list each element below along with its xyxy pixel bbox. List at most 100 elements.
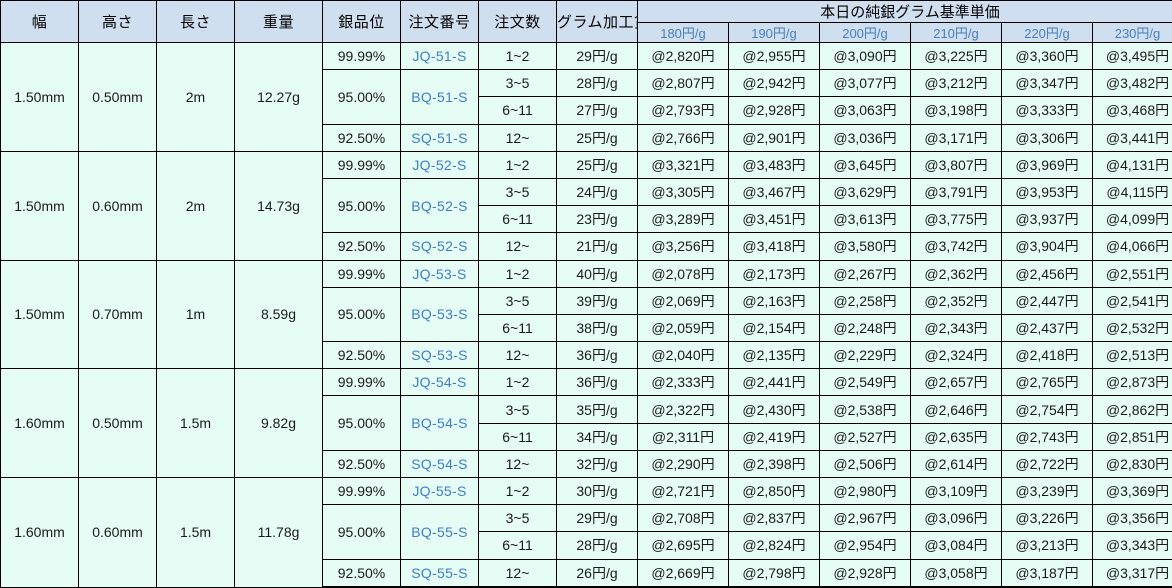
header-height: 高さ: [78, 0, 157, 43]
cell-order-quantity: 3~5: [478, 177, 557, 207]
cell-price: @3,441円: [1092, 123, 1172, 152]
cell-price: @2,267円: [819, 259, 911, 288]
cell-order-quantity: 1~2: [478, 476, 557, 506]
table-row: 6~11 23円/g @3,289円 @3,451円 @3,613円 @3,775円 @3,…: [1, 205, 1172, 234]
cell-width: 1.50mm: [0, 150, 79, 261]
cell-price: @3,953円: [1001, 177, 1093, 207]
cell-price: @2,669円: [637, 558, 729, 588]
cell-price: @2,721円: [637, 476, 729, 506]
cell-order-quantity: 1~2: [478, 259, 557, 288]
cell-price: @3,791円: [910, 177, 1002, 207]
cell-height: 0.50mm: [78, 42, 157, 152]
cell-order-number: SQ-55-S: [400, 558, 479, 588]
cell-price: @4,115円: [1092, 177, 1172, 207]
cell-gram-fee: 24円/g: [556, 177, 638, 207]
cell-price: @2,040円: [637, 341, 729, 370]
table-row: 95.00% BQ-53-S 3~5 39円/g @2,069円 @2,163円 @2,25…: [1, 286, 1172, 343]
header-rate-190: 190円/g: [728, 22, 820, 43]
cell-order-number: JQ-55-S: [400, 476, 479, 506]
cell-price: @2,635円: [910, 422, 1002, 451]
cell-length: 1m: [156, 259, 235, 370]
cell-gram-fee: 26円/g: [556, 558, 638, 588]
cell-price: @3,807円: [910, 150, 1002, 179]
cell-gram-fee: 28円/g: [556, 531, 638, 560]
header-rate-210: 210円/g: [910, 22, 1002, 43]
table-row: 6~11 34円/g @2,311円 @2,419円 @2,527円 @2,635円 @2,…: [1, 422, 1172, 451]
cell-purity: 99.99%: [322, 259, 401, 288]
cell-gram-fee: 34円/g: [556, 422, 638, 451]
cell-price: @3,904円: [1001, 232, 1093, 261]
cell-price: @2,513円: [1092, 341, 1172, 370]
cell-price: @2,258円: [819, 286, 911, 315]
cell-price: @2,862円: [1092, 395, 1172, 424]
cell-order-quantity: 6~11: [478, 205, 557, 234]
cell-price: @2,324円: [910, 341, 1002, 370]
cell-price: @2,708円: [637, 504, 729, 533]
cell-price: @2,743円: [1001, 422, 1093, 451]
cell-price: @2,820円: [637, 41, 729, 71]
cell-price: @3,109円: [910, 476, 1002, 506]
cell-price: @3,369円: [1092, 476, 1172, 506]
cell-length: 1.5m: [156, 477, 235, 588]
cell-price: @2,398円: [728, 449, 820, 479]
cell-price: @3,775円: [910, 205, 1002, 234]
cell-price: @2,248円: [819, 313, 911, 343]
cell-price: @3,171円: [910, 123, 1002, 152]
cell-price: @3,645円: [819, 150, 911, 179]
cell-price: @2,837円: [728, 504, 820, 533]
table-row: 6~11 28円/g @2,695円 @2,824円 @2,954円 @3,084円 @3,…: [1, 531, 1172, 560]
header-rate-220: 220円/g: [1001, 22, 1093, 43]
cell-price: @2,850円: [728, 476, 820, 506]
cell-price: @2,928円: [728, 96, 820, 125]
cell-price: @2,824円: [728, 531, 820, 560]
cell-price: @2,754円: [1001, 395, 1093, 424]
cell-price: @2,551円: [1092, 259, 1172, 288]
header-rate-200: 200円/g: [819, 22, 911, 43]
cell-price: @2,069円: [637, 286, 729, 315]
cell-price: @3,482円: [1092, 69, 1172, 98]
cell-price: @2,830円: [1092, 449, 1172, 479]
cell-price: @4,131円: [1092, 150, 1172, 179]
cell-gram-fee: 32円/g: [556, 449, 638, 479]
cell-price: @2,419円: [728, 422, 820, 451]
cell-price: @2,311円: [637, 422, 729, 451]
cell-price: @3,226円: [1001, 504, 1093, 533]
header-rate-230: 230円/g: [1092, 22, 1172, 43]
cell-order-quantity: 6~11: [478, 96, 557, 125]
table-row: 95.00% BQ-55-S 3~5 29円/g @2,708円 @2,837円 @2,96…: [1, 504, 1172, 560]
cell-price: @2,873円: [1092, 368, 1172, 397]
table-row: 1.50mm 0.70mm 1m 8.59g 99.99% JQ-53-S 1~2 40円/g…: [0, 259, 1172, 370]
cell-weight: 12.27g: [234, 42, 323, 152]
table-header: 幅 高さ 長さ 重量 銀品位 注文番号 注文数 グラム加工賃 本日の純銀グラム基…: [0, 0, 1172, 43]
header-order-quantity: 注文数: [478, 0, 557, 43]
cell-order-number: BQ-53-S: [400, 286, 479, 343]
cell-price: @3,742円: [910, 232, 1002, 261]
cell-length: 1.5m: [156, 368, 235, 478]
cell-price: @2,765円: [1001, 368, 1093, 397]
cell-price: @3,063円: [819, 96, 911, 125]
cell-price: @3,058円: [910, 558, 1002, 588]
cell-price: @3,580円: [819, 232, 911, 261]
cell-gram-fee: 36円/g: [556, 368, 638, 397]
cell-purity: 92.50%: [322, 449, 401, 479]
cell-weight: 11.78g: [234, 477, 323, 588]
cell-length: 2m: [156, 42, 235, 152]
cell-height: 0.50mm: [78, 368, 157, 478]
cell-price: @3,256円: [637, 232, 729, 261]
table-row: 1.60mm 0.60mm 1.5m 11.78g 99.99% JQ-55-S 1~2 30…: [0, 476, 1172, 588]
cell-price: @3,321円: [637, 150, 729, 179]
cell-gram-fee: 39円/g: [556, 286, 638, 315]
cell-price: @2,343円: [910, 313, 1002, 343]
cell-purity: 99.99%: [322, 368, 401, 397]
cell-gram-fee: 30円/g: [556, 476, 638, 506]
cell-price: @2,135円: [728, 341, 820, 370]
cell-price: @2,527円: [819, 422, 911, 451]
cell-order-quantity: 12~: [478, 449, 557, 479]
header-row-rates: 180円/g 190円/g 200円/g 210円/g 220円/g 230円/…: [1, 22, 1172, 43]
cell-price: @3,937円: [1001, 205, 1093, 234]
header-weight: 重量: [234, 0, 323, 43]
cell-width: 1.60mm: [0, 477, 79, 588]
cell-length: 2m: [156, 150, 235, 261]
header-rate-180: 180円/g: [637, 22, 729, 43]
